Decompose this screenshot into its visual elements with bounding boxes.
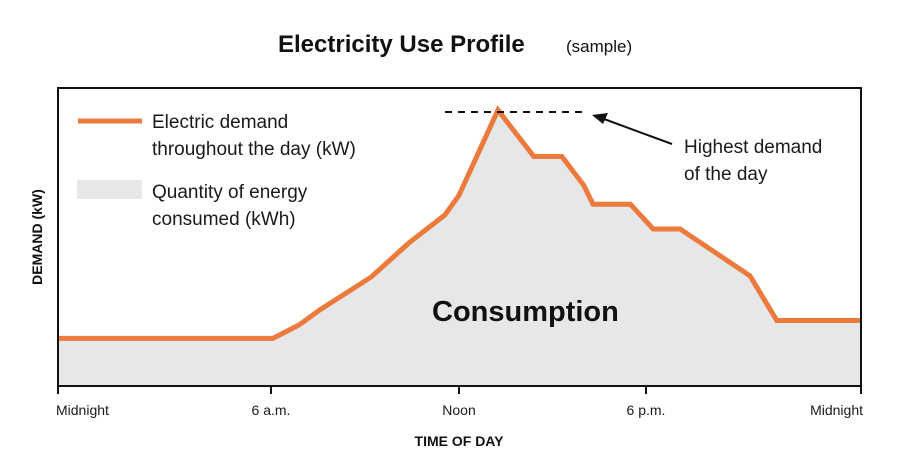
x-tick-label: Midnight	[810, 402, 863, 418]
x-axis-label: TIME OF DAY	[415, 433, 505, 449]
x-tick-label: 6 a.m.	[252, 402, 291, 418]
peak-label-line1: Highest demand	[684, 137, 822, 158]
legend-energy-line1: Quantity of energy	[152, 182, 308, 203]
x-tick-label: Noon	[442, 402, 475, 418]
consumption-label: Consumption	[432, 296, 619, 328]
arrowhead-icon	[592, 113, 608, 124]
x-tick-label: Midnight	[56, 402, 109, 418]
legend-demand-line1: Electric demand	[152, 112, 288, 133]
legend-area-swatch	[77, 180, 142, 199]
chart-subtitle: (sample)	[566, 37, 632, 56]
y-axis-label: DEMAND (kW)	[29, 189, 45, 285]
x-tick-label: 6 p.m.	[627, 402, 666, 418]
peak-label-line2: of the day	[684, 164, 768, 185]
legend-demand-line2: throughout the day (kW)	[152, 139, 356, 160]
demand-line	[58, 105, 861, 341]
consumption-area	[58, 110, 861, 386]
peak-arrow	[603, 118, 673, 145]
legend-energy-line2: consumed (kWh)	[152, 209, 296, 230]
chart-title: Electricity Use Profile	[278, 31, 525, 58]
